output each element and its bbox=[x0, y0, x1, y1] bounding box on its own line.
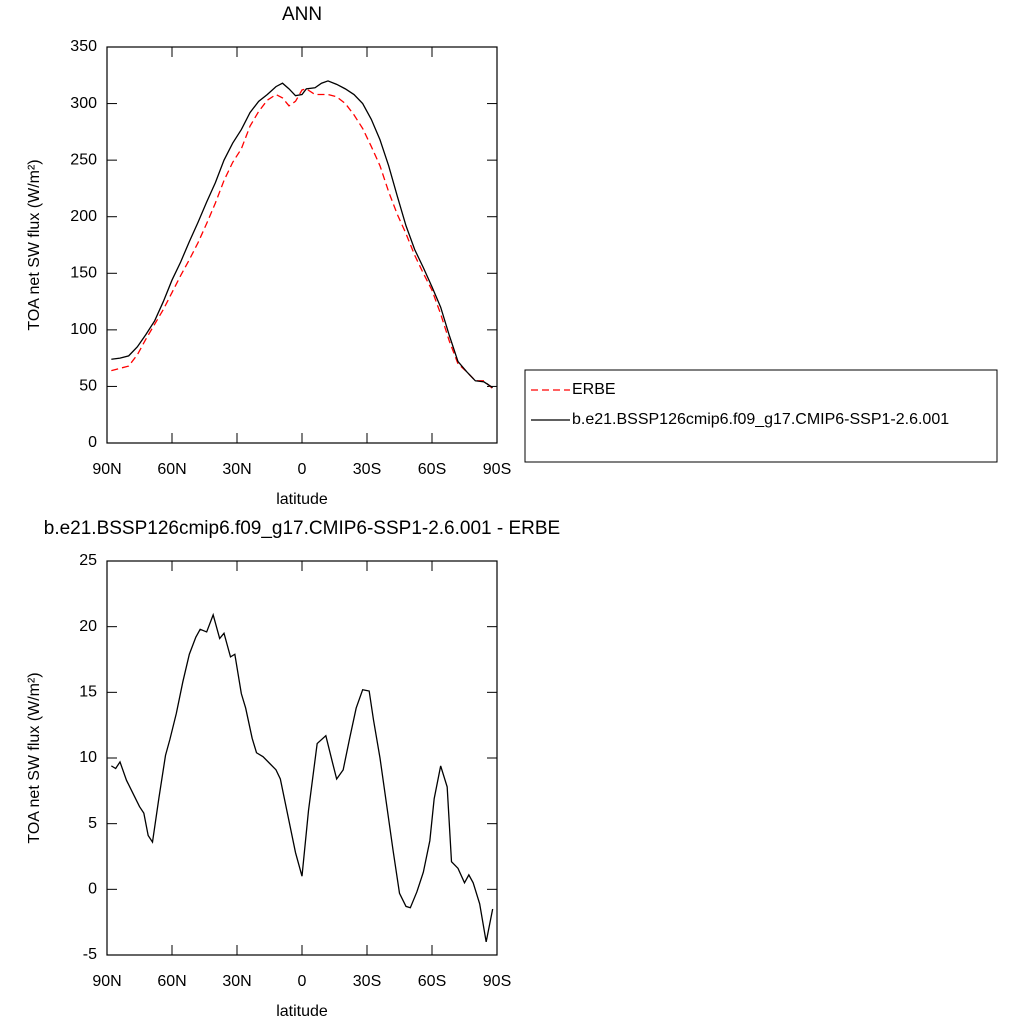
x-tick-label: 30N bbox=[222, 973, 251, 990]
legend-box bbox=[524, 369, 998, 463]
x-tick-label: 30N bbox=[222, 461, 251, 478]
data-line bbox=[111, 80, 494, 389]
x-tick-label: 90N bbox=[92, 973, 121, 990]
y-tick-label: 50 bbox=[79, 378, 97, 395]
x-tick-label: 90S bbox=[483, 973, 511, 990]
y-tick-label: -5 bbox=[83, 946, 97, 963]
y-axis-label: TOA net SW flux (W/m²) bbox=[26, 159, 43, 330]
y-tick-label: 0 bbox=[88, 434, 97, 451]
y-tick-label: 350 bbox=[70, 38, 97, 55]
x-tick-label: 0 bbox=[298, 973, 307, 990]
data-line bbox=[110, 612, 494, 942]
chart-title: ANN bbox=[282, 4, 322, 25]
data-line bbox=[111, 88, 494, 390]
x-tick-label: 60N bbox=[157, 973, 186, 990]
x-tick-label: 60S bbox=[418, 973, 446, 990]
legend-label: b.e21.BSSP126cmip6.f09_g17.CMIP6-SSP1-2.… bbox=[572, 411, 949, 428]
plot-frame bbox=[106, 46, 498, 444]
y-tick-label: 15 bbox=[79, 684, 97, 701]
legend-label: ERBE bbox=[572, 381, 616, 398]
y-tick-label: 25 bbox=[79, 552, 97, 569]
x-axis-label: latitude bbox=[276, 1003, 328, 1020]
x-axis-label: latitude bbox=[276, 491, 328, 508]
x-tick-label: 90N bbox=[92, 461, 121, 478]
y-tick-label: 10 bbox=[79, 749, 97, 766]
y-axis-label: TOA net SW flux (W/m²) bbox=[26, 672, 43, 843]
y-tick-label: 300 bbox=[70, 95, 97, 112]
x-tick-label: 30S bbox=[353, 461, 381, 478]
y-tick-label: 0 bbox=[88, 881, 97, 898]
x-tick-label: 0 bbox=[298, 461, 307, 478]
y-tick-label: 20 bbox=[79, 618, 97, 635]
x-tick-label: 90S bbox=[483, 461, 511, 478]
y-tick-label: 250 bbox=[70, 151, 97, 168]
plot-frame bbox=[106, 560, 498, 956]
chart-title: b.e21.BSSP126cmip6.f09_g17.CMIP6-SSP1-2.… bbox=[44, 518, 560, 539]
x-tick-label: 60S bbox=[418, 461, 446, 478]
y-tick-label: 150 bbox=[70, 265, 97, 282]
y-tick-label: 5 bbox=[88, 815, 97, 832]
x-tick-label: 30S bbox=[353, 973, 381, 990]
y-tick-label: 200 bbox=[70, 208, 97, 225]
x-tick-label: 60N bbox=[157, 461, 186, 478]
y-tick-label: 100 bbox=[70, 321, 97, 338]
